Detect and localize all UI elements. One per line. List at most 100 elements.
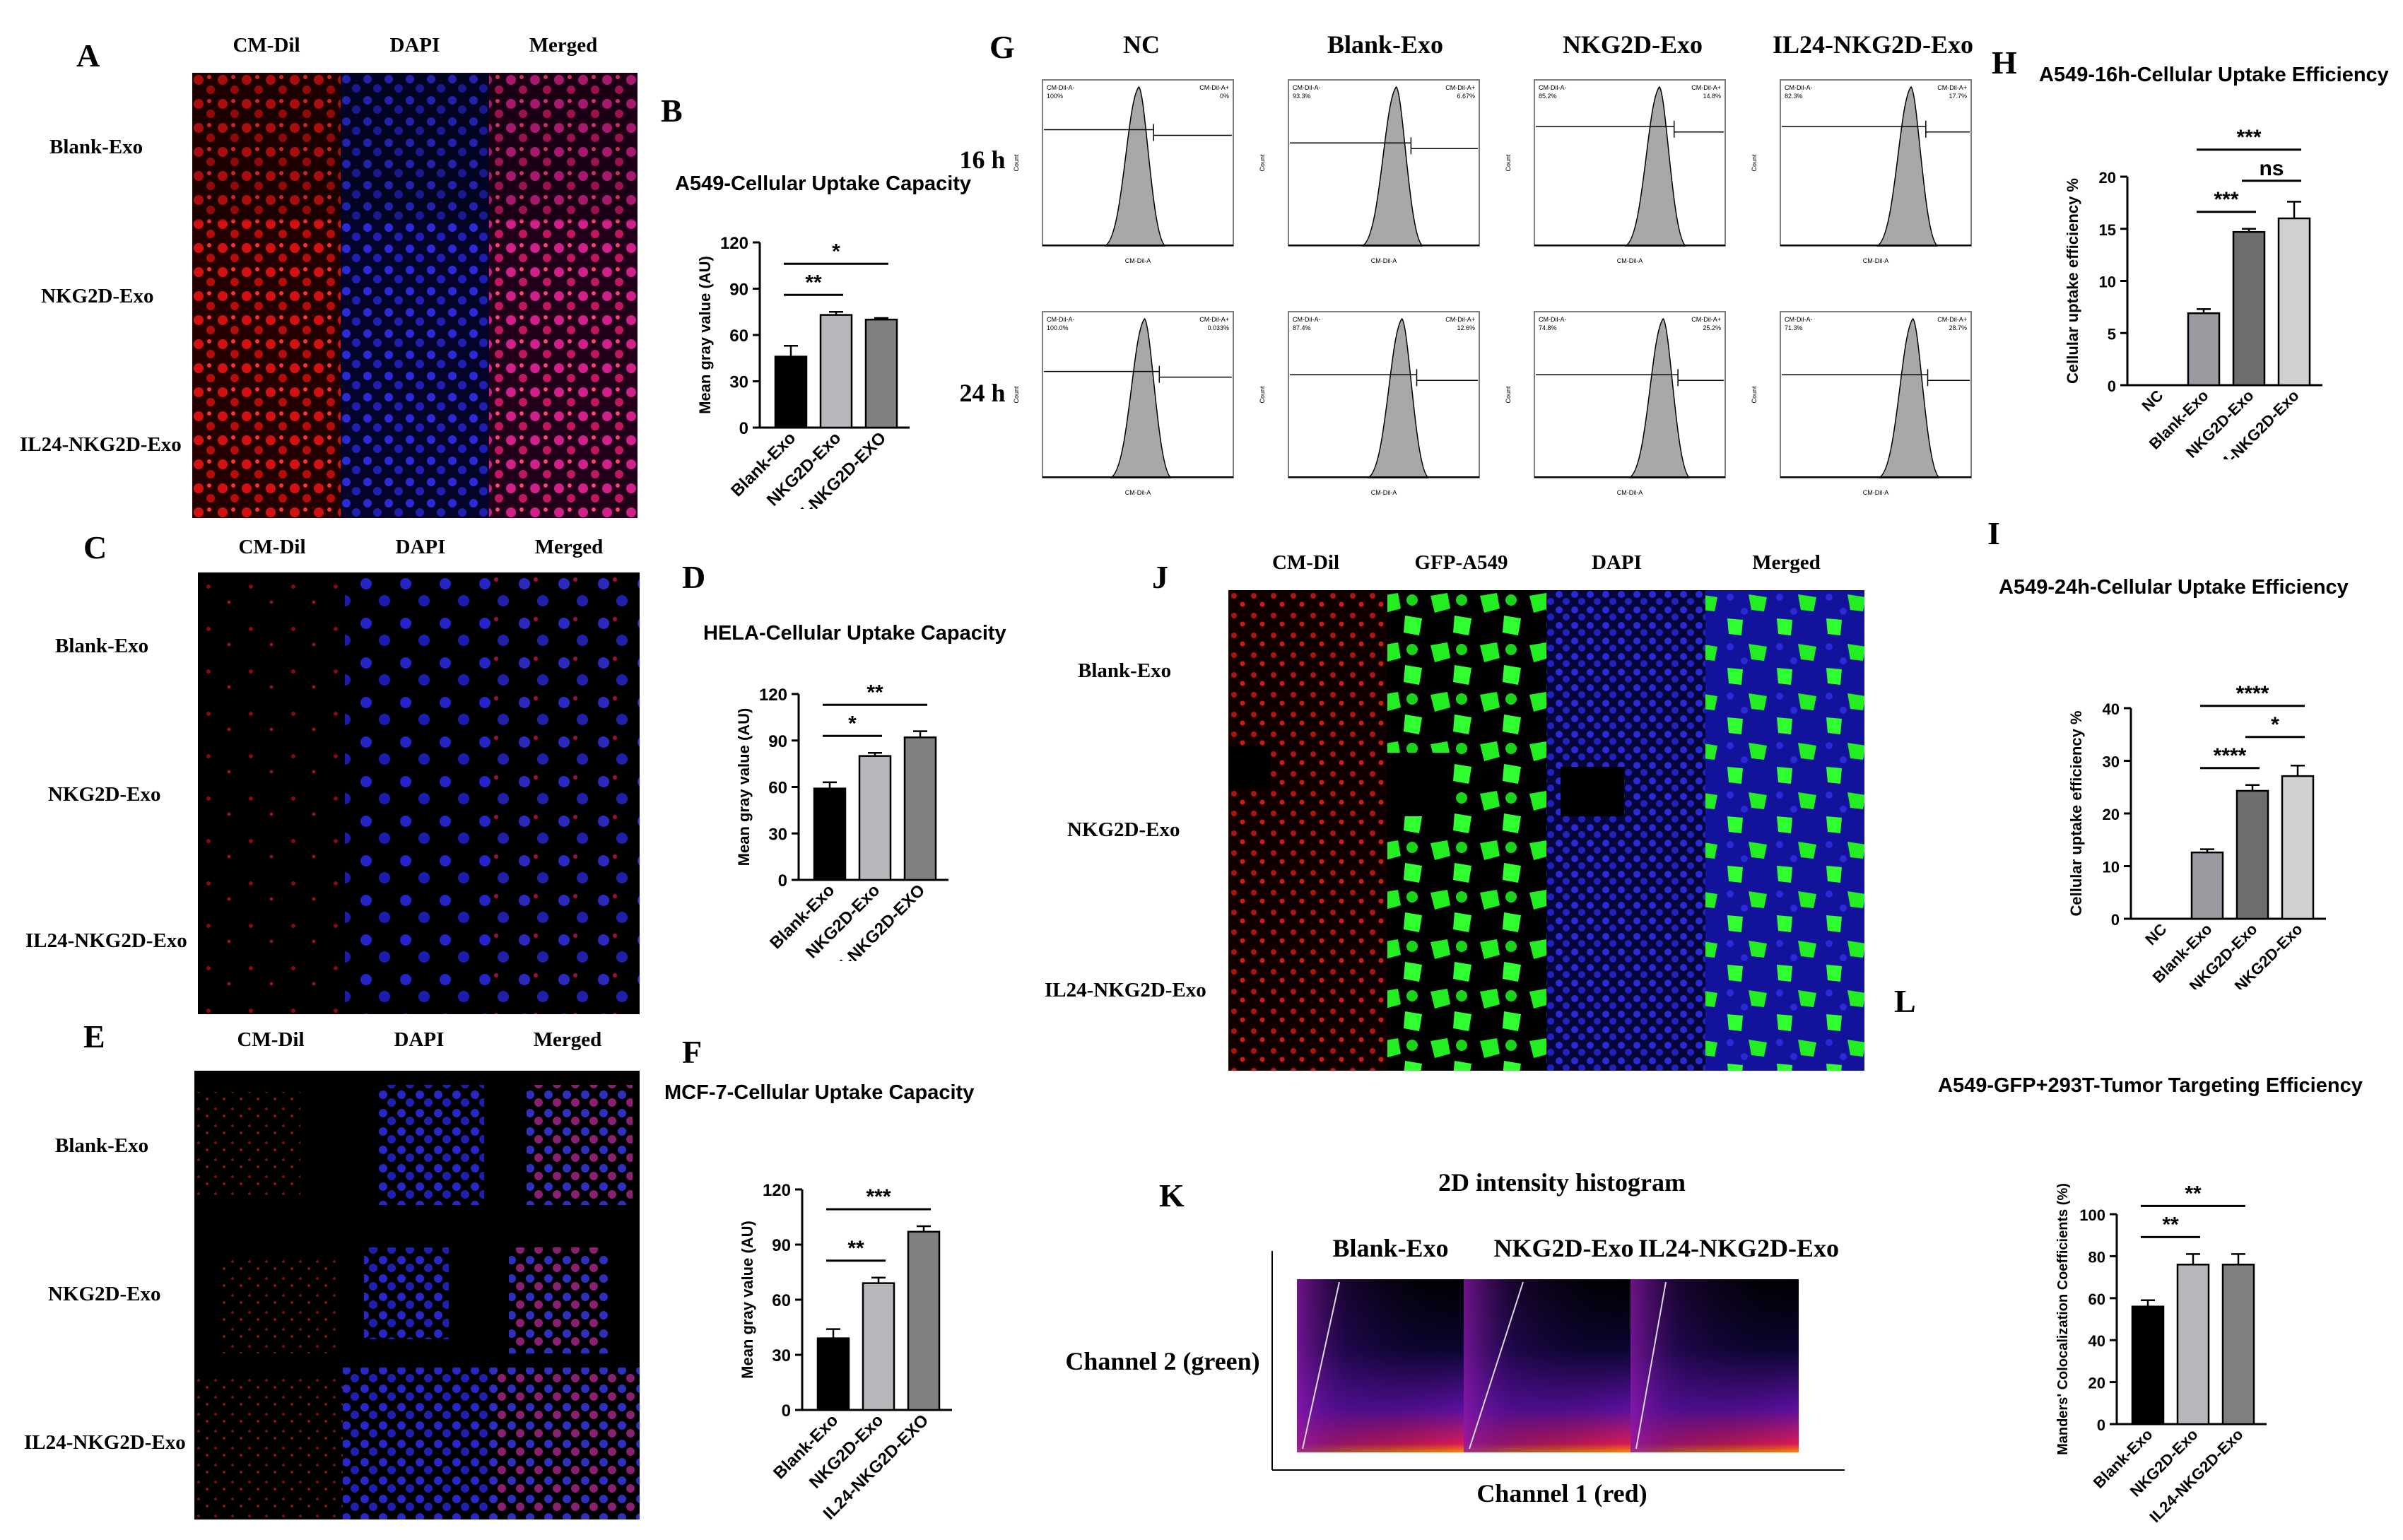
panel-letter-i: I: [1987, 515, 2000, 551]
bar: [2277, 217, 2311, 387]
significance-label: **: [2162, 1213, 2179, 1236]
panel-j-col-label: CM-Dil: [1271, 551, 1340, 574]
flow-col-label: IL24-NKG2D-Exo: [1772, 30, 1973, 59]
significance-label: ****: [2214, 744, 2247, 768]
flow-gate-pos-pct: 0%: [1220, 93, 1229, 100]
flow-gate-neg-name: CM-Dil-A-: [1047, 84, 1075, 91]
flow-gate-pos-name: CM-Dil-A+: [1199, 84, 1229, 91]
flow-gate-neg-pct: 85.2%: [1539, 93, 1557, 100]
panel-letter-a: A: [76, 37, 100, 74]
flow-gate-neg-pct: 71.3%: [1785, 324, 1803, 331]
bar: [2221, 1264, 2255, 1426]
flow-gate-pos-pct: 25.2%: [1703, 324, 1721, 331]
panel-letter-e: E: [83, 1018, 105, 1054]
panel-letter-k: K: [1159, 1177, 1185, 1213]
flow-col-label: NC: [1123, 30, 1160, 59]
flow-gate-pos-name: CM-Dil-A+: [1691, 84, 1721, 91]
flow-gate-pos-pct: 6.67%: [1457, 93, 1475, 100]
flow-gate-neg-pct: 87.4%: [1293, 324, 1311, 331]
bar: [862, 1282, 895, 1411]
histogram-panel: [1631, 1279, 1799, 1452]
bar: [2176, 1264, 2210, 1426]
panel-e-col-label: CM-Dil: [237, 1028, 305, 1051]
flow-col-label: Blank-Exo: [1327, 30, 1444, 59]
significance-label: ns: [2259, 157, 2284, 180]
flow-gate-pos-pct: 14.8%: [1703, 93, 1721, 100]
flow-gate-pos-name: CM-Dil-A+: [1937, 316, 1967, 323]
bar-chart-l: 0 20 40 60 80 100 Manders' Colocalization Coef…: [2055, 1182, 2267, 1526]
panel-letter-d: D: [682, 559, 706, 595]
flow-gate-neg-name: CM-Dil-A-: [1047, 316, 1075, 323]
panel-j-row-label: IL24-NKG2D-Exo: [1045, 979, 1206, 1001]
chart-title-l: A549-GFP+293T-Tumor Targeting Efficiency: [1938, 1074, 2363, 1097]
significance-label: **: [2185, 1182, 2202, 1205]
flow-x-axis-label: CM-Dil-A: [1371, 257, 1397, 264]
histogram-ylabel: Channel 2 (green): [1065, 1347, 1260, 1375]
microscopy-grid-j: [1228, 590, 1864, 1071]
panel-a-col-label: Merged: [529, 34, 598, 57]
bar: [2187, 312, 2221, 387]
microscopy-grid-e: [194, 1071, 640, 1520]
significance-label: ***: [866, 1185, 891, 1209]
flow-x-axis-label: CM-Dil-A: [1617, 257, 1643, 264]
flow-row-label: 24 h: [959, 379, 1006, 407]
intensity-histogram-grid: [1271, 1251, 1845, 1471]
flow-histogram-frame: [1780, 311, 1972, 478]
bar: [2235, 789, 2269, 920]
significance-label: *: [2271, 713, 2279, 736]
panel-c-row-label: NKG2D-Exo: [48, 783, 161, 806]
panel-j-row-label: NKG2D-Exo: [1067, 818, 1180, 841]
panel-e-row-label: Blank-Exo: [55, 1134, 149, 1157]
significance-label: *: [832, 240, 840, 263]
y-axis-label: Cellular uptake efficiency %: [2067, 711, 2085, 917]
flow-gate-neg-pct: 82.3%: [1785, 93, 1803, 100]
flow-cytometry-grid: Count CM-Dil-A CM-Dil-A- 100% CM-Dil-A+ 0% Cou…: [1013, 79, 1972, 496]
y-tick-label: 10: [2103, 859, 2120, 876]
flow-y-axis-label: Count: [1751, 386, 1758, 404]
histogram-panel: [1464, 1279, 1631, 1452]
flow-histogram-frame: [1534, 311, 1726, 478]
panel-letter-l: L: [1894, 983, 1916, 1019]
flow-gate-neg-pct: 74.8%: [1539, 324, 1557, 331]
y-tick-label: 90: [772, 1236, 791, 1255]
y-tick-label: 0: [778, 871, 787, 891]
flow-gate-neg-pct: 93.3%: [1293, 93, 1311, 100]
chart-title-d: HELA-Cellular Uptake Capacity: [703, 622, 1006, 645]
y-tick-label: 60: [729, 327, 748, 346]
bar: [903, 736, 937, 881]
flow-x-axis-label: CM-Dil-A: [1863, 489, 1889, 496]
y-tick-label: 90: [768, 732, 787, 751]
flow-gate-neg-name: CM-Dil-A-: [1539, 84, 1567, 91]
microscopy-grid-a: [192, 73, 638, 518]
bar: [2232, 230, 2266, 387]
histogram-xlabel: Channel 1 (red): [1476, 1479, 1647, 1507]
y-tick-label: 120: [763, 1181, 791, 1200]
bar: [858, 755, 892, 881]
flow-y-axis-label: Count: [1505, 154, 1512, 172]
flow-histogram-peak: [1367, 317, 1429, 478]
y-tick-label: 100: [2079, 1206, 2105, 1224]
panel-c-col-label: Merged: [534, 536, 604, 558]
chart-title-i: A549-24h-Cellular Uptake Efficiency: [1999, 576, 2349, 599]
flow-row-label: 16 h: [959, 146, 1006, 174]
flow-histogram-peak: [1624, 86, 1687, 247]
bar: [2190, 851, 2224, 920]
panel-letter-f: F: [682, 1034, 703, 1070]
panel-letter-j: J: [1152, 559, 1168, 595]
y-tick-label: 90: [729, 281, 748, 300]
chart-title-h: A549-16h-Cellular Uptake Efficiency: [2039, 64, 2389, 86]
y-tick-label: 0: [2111, 911, 2120, 929]
flow-histogram-frame: [1534, 79, 1726, 247]
flow-x-axis-label: CM-Dil-A: [1617, 489, 1643, 496]
flow-histogram-peak: [1876, 86, 1939, 247]
y-tick-label: 30: [729, 373, 748, 392]
flow-gate-pos-name: CM-Dil-A+: [1937, 84, 1967, 91]
chart-title-b: A549-Cellular Uptake Capacity: [675, 172, 972, 195]
histogram-title: 2D intensity histogram: [1438, 1168, 1686, 1197]
y-tick-label: 0: [2097, 1416, 2105, 1434]
flow-gate-neg-name: CM-Dil-A-: [1785, 84, 1813, 91]
panel-a-col-label: CM-Dil: [233, 34, 300, 57]
